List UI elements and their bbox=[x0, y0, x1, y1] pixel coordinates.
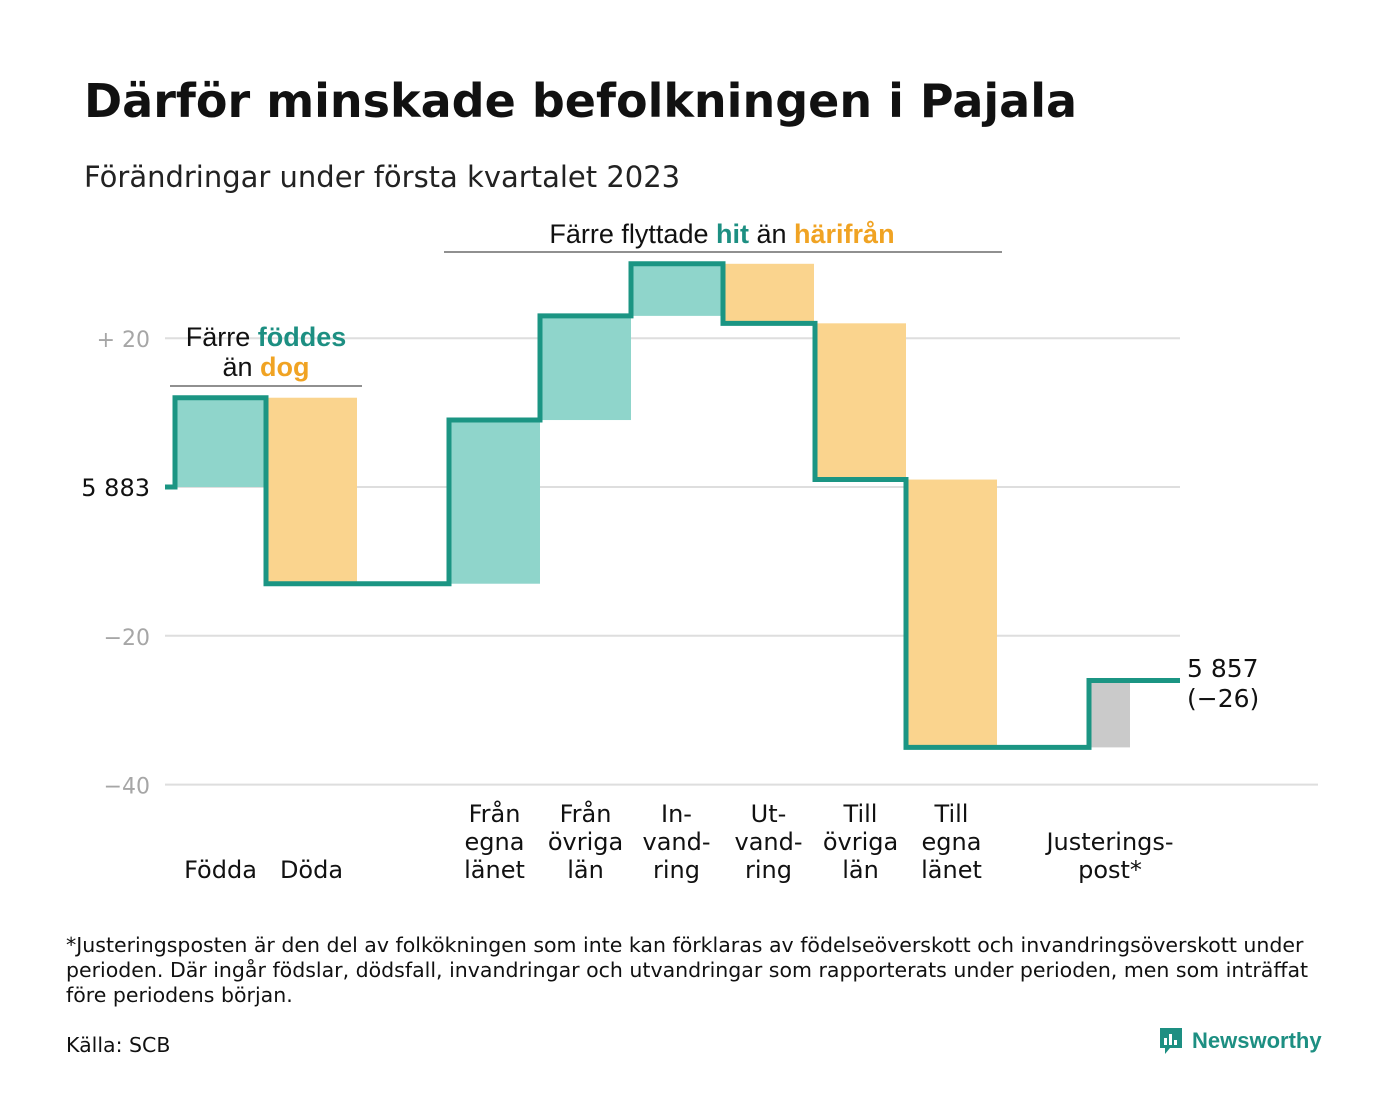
x-tick-label: Från bbox=[469, 799, 521, 828]
x-tick-label: egna bbox=[922, 828, 982, 856]
births-ann-text-d: dog bbox=[260, 352, 309, 382]
x-tick-label: Till bbox=[934, 800, 969, 828]
end-change-label: (−26) bbox=[1187, 684, 1259, 713]
bar bbox=[631, 263, 722, 316]
bar bbox=[175, 397, 266, 487]
migration-ann-text-c: än bbox=[749, 219, 794, 249]
waterfall-chart: + 205 883−20−40 Födda DödaFrånegnalänetFr… bbox=[81, 219, 1318, 884]
bars bbox=[175, 263, 1130, 748]
x-tick-label: ring bbox=[745, 856, 792, 884]
x-tick-label: post* bbox=[1078, 856, 1142, 884]
migration-annotation: Färre flyttade hit än härifrån bbox=[444, 219, 1002, 253]
births-ann-text-a: Färre bbox=[186, 322, 258, 352]
bar bbox=[449, 420, 540, 584]
x-tick-label: Födda bbox=[184, 856, 257, 884]
x-tick-label: In- bbox=[661, 800, 692, 828]
svg-text:Färre flyttade hit än härifrån: Färre flyttade hit än härifrån bbox=[549, 219, 894, 249]
bar bbox=[1089, 680, 1130, 748]
svg-text:än dog: än dog bbox=[222, 352, 309, 382]
x-tick-label: ring bbox=[653, 856, 700, 884]
grid-lines bbox=[165, 337, 1318, 786]
svg-text:Färre föddes: Färre föddes bbox=[186, 322, 347, 352]
y-tick-label: + 20 bbox=[97, 328, 150, 353]
footnote: *Justeringsposten är den del av folkökni… bbox=[66, 933, 1309, 1007]
running-total-path bbox=[165, 261, 1180, 750]
y-tick-label: 5 883 bbox=[81, 474, 150, 502]
x-tick-label: övriga bbox=[548, 828, 623, 856]
y-tick-label: −20 bbox=[104, 626, 150, 651]
x-tick-label: vand- bbox=[734, 828, 802, 856]
running-total-line bbox=[165, 261, 1180, 750]
x-tick-label: Från bbox=[560, 799, 612, 828]
x-tick-label: Döda bbox=[280, 856, 343, 884]
chart-title: Därför minskade befolkningen i Pajala bbox=[84, 74, 1077, 128]
births-ann-text-b: föddes bbox=[258, 322, 347, 352]
x-tick-label: länet bbox=[464, 856, 525, 884]
bar bbox=[815, 323, 906, 480]
x-tick-label: vand- bbox=[642, 828, 710, 856]
y-axis-ticks: + 20 5 883 −20 −40 bbox=[81, 328, 150, 799]
brand-logo: Newsworthy bbox=[1158, 1026, 1322, 1056]
x-tick-label: Justerings- bbox=[1044, 828, 1173, 856]
x-tick-label: länet bbox=[921, 856, 982, 884]
source-label: Källa: SCB bbox=[66, 1033, 171, 1057]
bar bbox=[723, 263, 814, 324]
x-tick-label: egna bbox=[465, 828, 525, 856]
births-annotation: Färre föddes än dog bbox=[170, 322, 362, 387]
migration-ann-text-a: Färre flyttade bbox=[549, 219, 716, 249]
migration-ann-text-b: hit bbox=[716, 219, 749, 249]
x-axis-labels: Födda DödaFrånegnalänetFrånövrigalänIn-va… bbox=[184, 799, 1173, 884]
bar bbox=[540, 315, 631, 421]
brand-name: Newsworthy bbox=[1192, 1028, 1322, 1053]
x-tick-label: Ut- bbox=[751, 800, 787, 828]
migration-ann-text-d: härifrån bbox=[794, 219, 895, 249]
x-tick-label: Till bbox=[843, 800, 878, 828]
x-tick-label: övriga bbox=[823, 828, 898, 856]
bar bbox=[266, 397, 357, 584]
end-value-label: 5 857 bbox=[1187, 654, 1259, 683]
x-tick-label: län bbox=[567, 856, 604, 884]
births-ann-text-c: än bbox=[222, 352, 260, 382]
bar bbox=[906, 479, 997, 748]
chart-subtitle: Förändringar under första kvartalet 2023 bbox=[84, 160, 681, 194]
y-tick-label: −40 bbox=[104, 775, 150, 800]
newsworthy-logo-icon bbox=[1160, 1028, 1182, 1054]
x-tick-label: län bbox=[842, 856, 879, 884]
